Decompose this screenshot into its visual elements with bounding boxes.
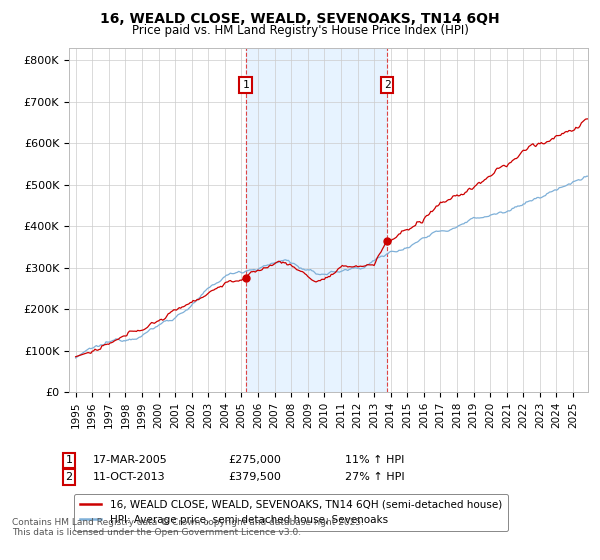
Text: 16, WEALD CLOSE, WEALD, SEVENOAKS, TN14 6QH: 16, WEALD CLOSE, WEALD, SEVENOAKS, TN14 … xyxy=(100,12,500,26)
Text: Price paid vs. HM Land Registry's House Price Index (HPI): Price paid vs. HM Land Registry's House … xyxy=(131,24,469,36)
Text: Contains HM Land Registry data © Crown copyright and database right 2025.
This d: Contains HM Land Registry data © Crown c… xyxy=(12,518,364,538)
Legend: 16, WEALD CLOSE, WEALD, SEVENOAKS, TN14 6QH (semi-detached house), HPI: Average : 16, WEALD CLOSE, WEALD, SEVENOAKS, TN14 … xyxy=(74,494,508,531)
Text: 11% ↑ HPI: 11% ↑ HPI xyxy=(345,455,404,465)
Text: 27% ↑ HPI: 27% ↑ HPI xyxy=(345,472,404,482)
Text: 1: 1 xyxy=(242,80,249,90)
Text: 2: 2 xyxy=(384,80,391,90)
Text: 17-MAR-2005: 17-MAR-2005 xyxy=(93,455,168,465)
Text: 11-OCT-2013: 11-OCT-2013 xyxy=(93,472,166,482)
Text: £379,500: £379,500 xyxy=(228,472,281,482)
Bar xyxy=(245,48,387,392)
Text: 2: 2 xyxy=(65,472,73,482)
Text: £275,000: £275,000 xyxy=(228,455,281,465)
Text: 1: 1 xyxy=(65,455,73,465)
